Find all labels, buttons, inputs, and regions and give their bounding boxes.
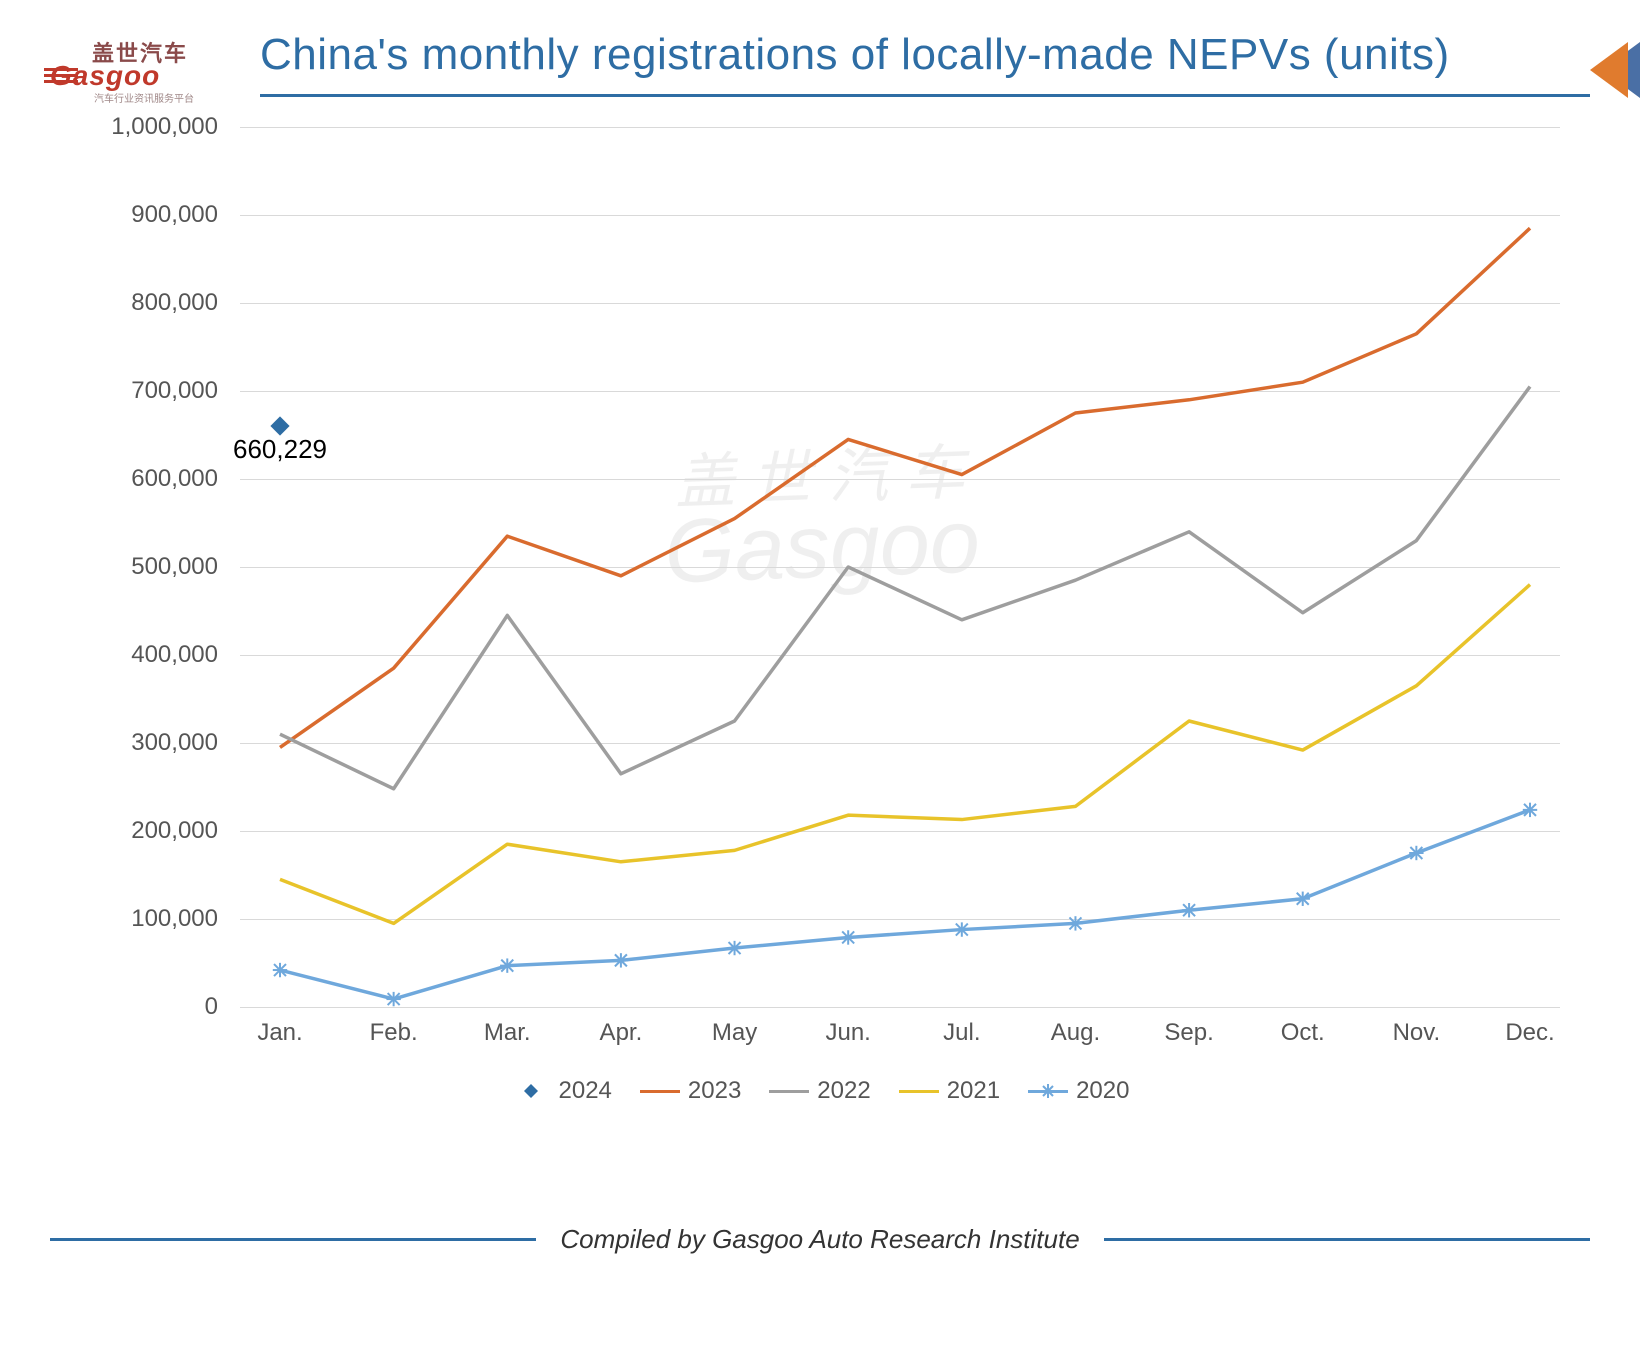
chart-title: China's monthly registrations of locally… xyxy=(260,30,1590,97)
y-tick-label: 100,000 xyxy=(131,905,218,933)
series-line-2023 xyxy=(280,228,1530,747)
series-line-2020 xyxy=(280,810,1530,999)
legend-swatch xyxy=(769,1090,809,1093)
series-marker-2020 xyxy=(273,963,287,977)
chart-lines xyxy=(240,127,1560,1007)
legend-swatch xyxy=(1028,1090,1068,1093)
x-axis-labels: Jan. Feb. Mar. Apr. May Jun. Jul. Aug. Sep. Oct. N… xyxy=(240,1019,1560,1059)
chart-container: 0 100,000 200,000 300,000 400,000 500,000 600,… xyxy=(80,127,1560,1105)
x-tick-label: Aug. xyxy=(1051,1019,1100,1047)
x-tick-label: Nov. xyxy=(1393,1019,1441,1047)
series-marker-2020 xyxy=(841,930,855,944)
y-tick-label: 500,000 xyxy=(131,553,218,581)
legend-item-2024: 2024 xyxy=(511,1077,612,1105)
x-tick-label: Jul. xyxy=(943,1019,980,1047)
x-tick-label: May xyxy=(712,1019,757,1047)
legend-item-2023: 2023 xyxy=(640,1077,741,1105)
chart-plot-area: 盖 世 汽 车 Gasgoo 660,229 xyxy=(240,127,1560,1007)
series-marker-2020 xyxy=(1182,903,1196,917)
x-tick-label: Sep. xyxy=(1164,1019,1213,1047)
legend-label: 2020 xyxy=(1076,1077,1129,1105)
footer-text: Compiled by Gasgoo Auto Research Institu… xyxy=(536,1224,1103,1255)
series-marker-2020 xyxy=(727,941,741,955)
y-tick-label: 0 xyxy=(205,993,218,1021)
x-tick-label: Apr. xyxy=(600,1019,643,1047)
legend-label: 2021 xyxy=(947,1077,1000,1105)
y-axis-labels: 0100,000200,000300,000400,000500,000600,… xyxy=(80,127,230,1007)
series-marker-2020 xyxy=(1409,846,1423,860)
chart-legend: 2024 2023 2022 2021 2020 xyxy=(80,1077,1560,1105)
x-tick-label: Feb. xyxy=(370,1019,418,1047)
series-marker-2020 xyxy=(1068,916,1082,930)
legend-marker-icon xyxy=(524,1077,538,1105)
footer-line-right xyxy=(1104,1238,1590,1241)
series-marker-2020 xyxy=(614,953,628,967)
series-marker-2020 xyxy=(1296,892,1310,906)
y-tick-label: 800,000 xyxy=(131,289,218,317)
logo-sub-text: 汽车行业资讯服务平台 xyxy=(94,90,194,105)
series-marker-2020 xyxy=(955,922,969,936)
legend-item-2020: 2020 xyxy=(1028,1077,1129,1105)
y-tick-label: 300,000 xyxy=(131,729,218,757)
series-marker-2020 xyxy=(1523,803,1537,817)
legend-label: 2023 xyxy=(688,1077,741,1105)
x-tick-label: Jan. xyxy=(257,1019,302,1047)
legend-swatch xyxy=(899,1090,939,1093)
y-tick-label: 900,000 xyxy=(131,201,218,229)
y-tick-label: 600,000 xyxy=(131,465,218,493)
logo-en-text: Gasgoo xyxy=(50,60,160,92)
x-tick-label: Oct. xyxy=(1281,1019,1325,1047)
legend-label: 2022 xyxy=(817,1077,870,1105)
series-line-2021 xyxy=(280,585,1530,924)
y-tick-label: 1,000,000 xyxy=(111,113,218,141)
legend-marker-icon xyxy=(1041,1077,1055,1105)
x-tick-label: Mar. xyxy=(484,1019,531,1047)
legend-item-2022: 2022 xyxy=(769,1077,870,1105)
series-marker-2024 xyxy=(270,416,289,435)
legend-item-2021: 2021 xyxy=(899,1077,1000,1105)
gasgoo-logo: 盖世汽车 Gasgoo 汽车行业资讯服务平台 xyxy=(50,34,220,94)
legend-label: 2024 xyxy=(559,1077,612,1105)
y-tick-label: 400,000 xyxy=(131,641,218,669)
corner-arrow-icon xyxy=(1580,40,1640,100)
data-point-label: 660,229 xyxy=(233,434,327,465)
legend-swatch xyxy=(640,1090,680,1093)
footer-line-left xyxy=(50,1238,536,1241)
series-marker-2020 xyxy=(500,958,514,972)
legend-swatch xyxy=(511,1090,551,1093)
y-tick-label: 200,000 xyxy=(131,817,218,845)
footer: Compiled by Gasgoo Auto Research Institu… xyxy=(50,1224,1590,1255)
x-tick-label: Jun. xyxy=(825,1019,870,1047)
x-tick-label: Dec. xyxy=(1505,1019,1554,1047)
header: 盖世汽车 Gasgoo 汽车行业资讯服务平台 China's monthly r… xyxy=(0,0,1640,97)
series-marker-2020 xyxy=(386,992,400,1006)
y-tick-label: 700,000 xyxy=(131,377,218,405)
